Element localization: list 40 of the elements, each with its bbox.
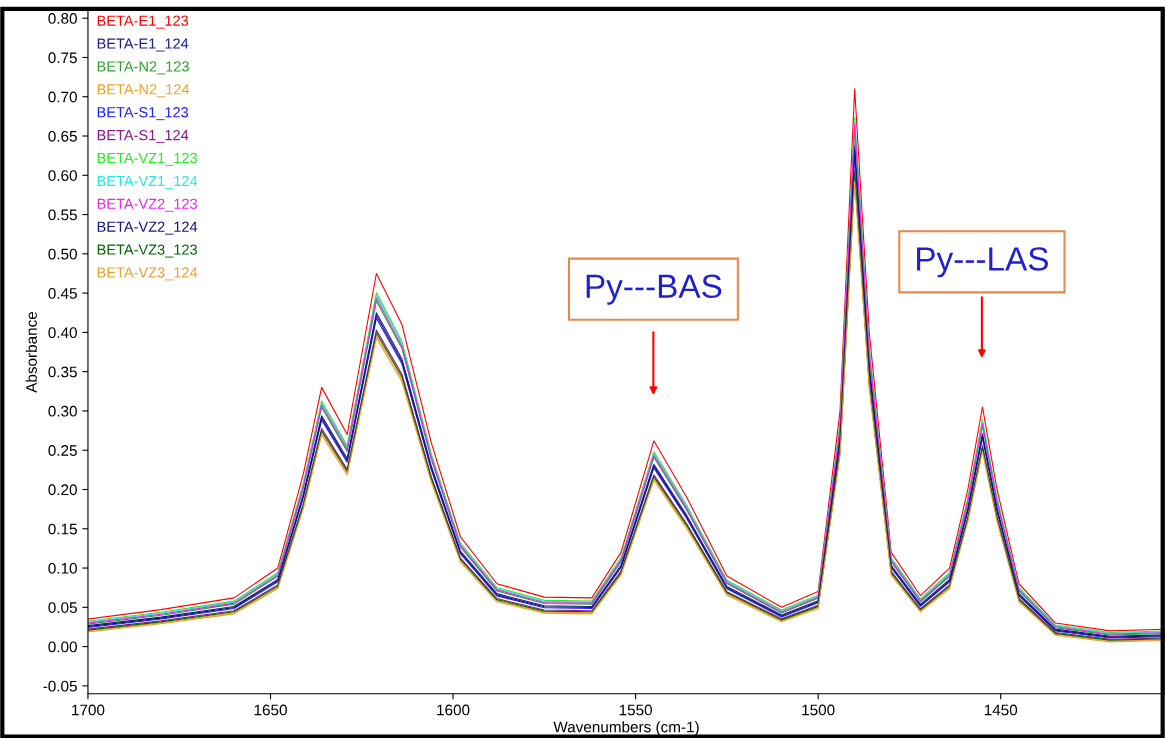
- text: BETA-VZ3_123: [97, 244, 197, 258]
- y-tick-label: 0.05: [48, 602, 77, 613]
- x-tick-label: 1450: [984, 704, 1018, 716]
- text: BETA-VZ1_123: [97, 152, 197, 166]
- text: BETA-VZ2_124: [97, 221, 198, 235]
- y-tick-label: 0.65: [48, 130, 77, 142]
- y-tick-label: 0.70: [48, 91, 77, 103]
- x-tick-label: 1600: [437, 704, 470, 716]
- text: BETA-S1_124: [97, 129, 189, 144]
- y-tick-label: 0.60: [48, 170, 77, 181]
- text: BETA-N2_123: [97, 61, 189, 75]
- x-axis-title: Wavenumbers (cm-1): [553, 721, 699, 736]
- y-tick-label: -0.05: [43, 680, 77, 692]
- y-tick-label: 0.75: [48, 52, 77, 64]
- y-tick-label: 0.30: [48, 405, 77, 417]
- x-tick-label: 1700: [72, 704, 105, 716]
- text: BETA-E1_124: [97, 38, 189, 52]
- y-tick-label: 0.80: [48, 13, 77, 24]
- text: BETA-VZ1_124: [97, 175, 198, 189]
- y-tick-label: 0.15: [48, 523, 77, 535]
- text: BETA-S1_123: [97, 107, 189, 121]
- y-tick-label: 0.10: [48, 562, 77, 574]
- y-tick-label: 0.35: [48, 366, 77, 378]
- y-tick-label: 0.40: [48, 327, 77, 339]
- y-tick-label: 0.00: [48, 641, 77, 653]
- annotation: Py---LAS: [917, 247, 1048, 278]
- x-tick-label: 1550: [619, 704, 652, 716]
- annotation: Py---BAS: [586, 274, 722, 305]
- text: BETA-VZ2_123: [97, 198, 197, 212]
- y-tick-label: 0.20: [48, 484, 77, 496]
- text: BETA-N2_124: [97, 84, 190, 98]
- y-tick-label: 0.55: [48, 209, 77, 221]
- x-tick-label: 1650: [254, 704, 287, 716]
- y-axis-title: Absorbance: [25, 311, 37, 393]
- y-tick-label: 0.45: [48, 287, 77, 299]
- text: BETA-VZ3_124: [97, 267, 198, 281]
- text: BETA-E1_123: [97, 15, 189, 29]
- y-tick-label: 0.25: [48, 445, 77, 456]
- x-tick-label: 1500: [802, 704, 835, 716]
- y-tick-label: 0.50: [48, 248, 77, 260]
